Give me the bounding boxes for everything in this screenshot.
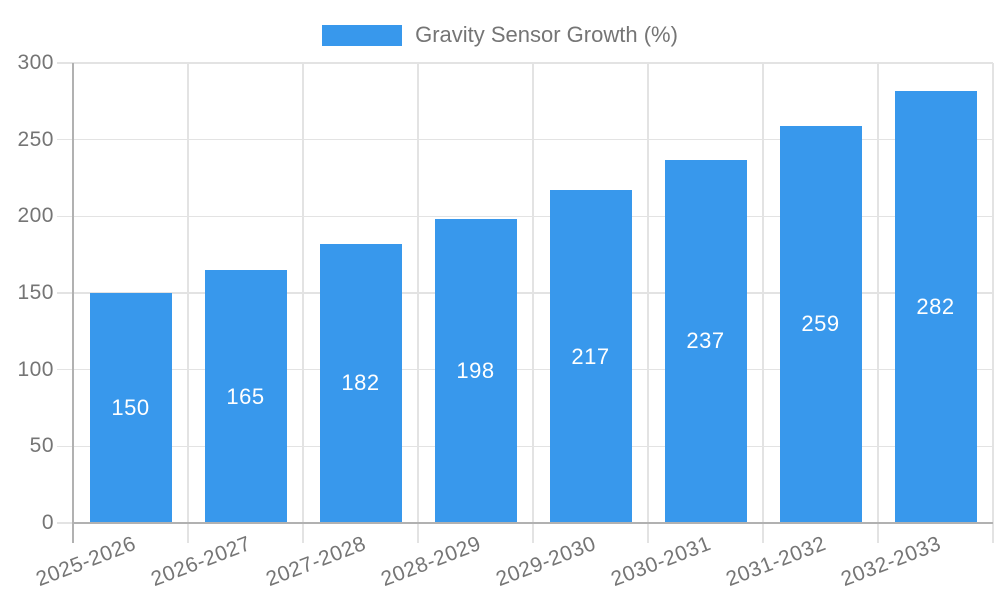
legend-swatch xyxy=(322,24,403,46)
gridline-horizontal xyxy=(57,62,993,64)
x-tick-label: 2027-2028 xyxy=(262,532,369,592)
bar-value-label: 282 xyxy=(916,293,955,319)
y-tick-label: 0 xyxy=(41,511,54,534)
gridline-vertical xyxy=(302,63,304,543)
x-tick-label: 2029-2030 xyxy=(492,532,599,592)
bar-value-label: 165 xyxy=(226,383,265,409)
legend-label: Gravity Sensor Growth (%) xyxy=(415,22,678,47)
gridline-horizontal xyxy=(57,368,993,371)
y-axis-line xyxy=(72,63,74,543)
bar[interactable]: 237 xyxy=(664,159,747,523)
bar-value-label: 150 xyxy=(111,395,150,420)
y-tick-label: 300 xyxy=(17,51,54,74)
gridline-vertical xyxy=(877,63,879,543)
bar[interactable]: 217 xyxy=(549,190,632,523)
bar-value-label: 198 xyxy=(456,358,495,384)
bar-value-label: 217 xyxy=(571,343,610,369)
bar[interactable]: 150 xyxy=(89,293,172,523)
y-tick-label: 200 xyxy=(17,204,54,228)
y-tick-label: 100 xyxy=(17,357,54,381)
gridline-vertical xyxy=(762,63,764,543)
x-tick-label: 2026-2027 xyxy=(147,532,254,592)
y-tick-label: 50 xyxy=(29,434,54,458)
bar-value-label: 237 xyxy=(686,328,725,354)
x-tick-label: 2025-2026 xyxy=(32,532,139,592)
x-tick-label: 2028-2029 xyxy=(377,532,484,592)
gridline-vertical xyxy=(647,63,649,543)
bar[interactable]: 259 xyxy=(779,125,862,523)
chart-legend[interactable]: Gravity Sensor Growth (%) xyxy=(0,22,1000,48)
x-tick-label: 2032-2033 xyxy=(837,532,944,592)
x-axis-line xyxy=(73,522,993,524)
gridline-horizontal xyxy=(57,445,993,448)
y-tick-label: 150 xyxy=(17,281,54,304)
gridline-horizontal xyxy=(57,215,993,218)
gridline-vertical xyxy=(417,63,419,543)
bar[interactable]: 198 xyxy=(434,219,517,523)
gridline-vertical xyxy=(187,63,189,543)
bar[interactable]: 182 xyxy=(319,243,402,523)
gridline-vertical xyxy=(532,63,534,543)
gridline-vertical xyxy=(992,63,994,543)
x-tick-label: 2031-2032 xyxy=(722,532,829,592)
bar[interactable]: 165 xyxy=(204,270,287,523)
gridline-horizontal xyxy=(57,138,993,141)
bar[interactable]: 282 xyxy=(894,90,977,523)
x-tick-label: 2030-2031 xyxy=(607,532,714,592)
y-tick-label: 250 xyxy=(17,127,54,151)
bar-value-label: 259 xyxy=(801,311,840,337)
gridline-horizontal xyxy=(57,292,993,294)
bar-value-label: 182 xyxy=(341,370,380,396)
